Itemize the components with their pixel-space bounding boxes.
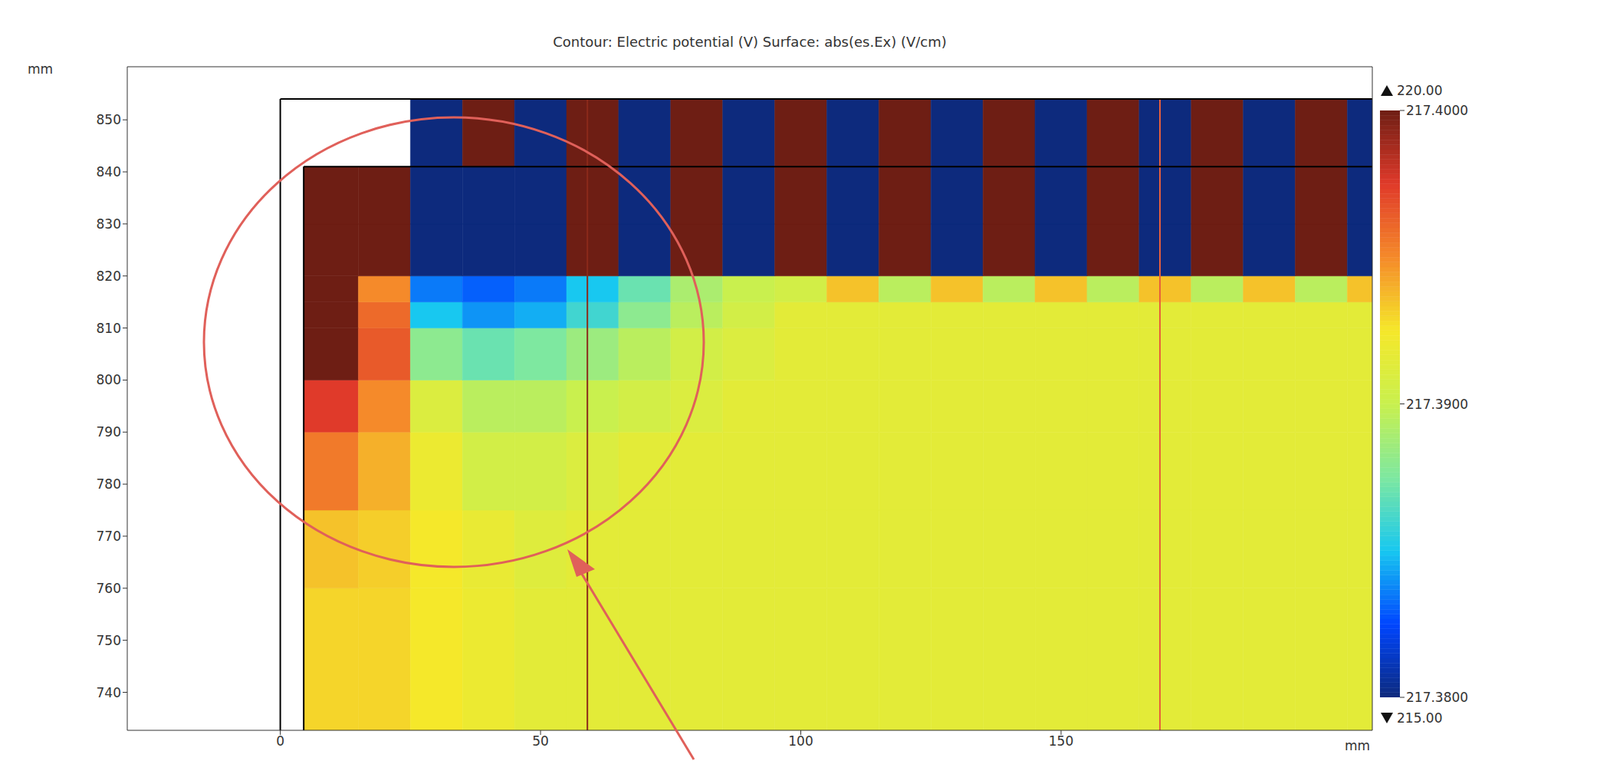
svg-text:820: 820	[96, 268, 122, 284]
svg-text:217.4000: 217.4000	[1406, 102, 1469, 119]
html-text:Contour: Electric potential (V: Contour: Electric potential (V) Surface:…	[552, 33, 947, 50]
svg-text:50: 50	[532, 732, 549, 749]
html-text:mm: mm	[27, 61, 53, 77]
svg-text:830: 830	[96, 216, 122, 232]
svg-text:780: 780	[96, 476, 122, 492]
svg-text:800: 800	[96, 371, 122, 388]
svg-text:790: 790	[96, 423, 122, 440]
html-text:mm: mm	[1344, 737, 1371, 753]
svg-text:770: 770	[96, 528, 122, 544]
svg-text:850: 850	[96, 111, 122, 128]
svg-text:740: 740	[96, 684, 122, 700]
svg-text:217.3800: 217.3800	[1406, 689, 1469, 705]
svg-text:150: 150	[1048, 732, 1074, 749]
svg-text:760: 760	[96, 580, 122, 596]
svg-text:810: 810	[96, 320, 122, 336]
svg-text:840: 840	[96, 164, 122, 180]
svg-text:100: 100	[788, 732, 813, 749]
svg-text:750: 750	[96, 632, 122, 648]
html-text:215.00: 215.00	[1396, 709, 1443, 726]
html-text:220.00: 220.00	[1396, 82, 1443, 99]
svg-text:217.3900: 217.3900	[1406, 396, 1469, 412]
svg-text:0: 0	[275, 732, 285, 749]
